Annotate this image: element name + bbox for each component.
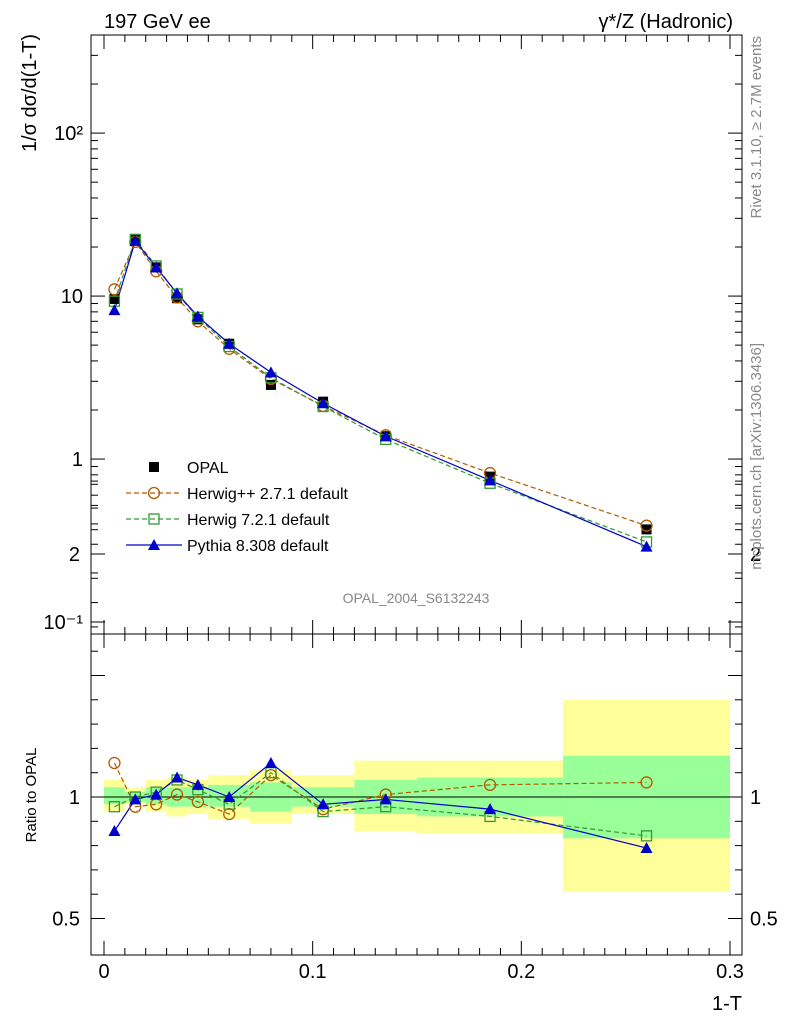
markers [108, 233, 653, 854]
ratio-ylabel: Ratio to OPAL [23, 748, 40, 843]
main-series-3-point-4 [191, 310, 204, 322]
ratio-series-0-point-9 [483, 778, 497, 791]
main-y-tick-label-1: 1 [72, 449, 83, 471]
ratio-series-1-point-0 [108, 801, 121, 813]
ratio-series-2-point-7 [317, 798, 330, 810]
ratio-series-2-point-0 [108, 825, 121, 837]
ratio-series-2-point-5 [223, 791, 236, 802]
header-right: γ*/Z (Hadronic) [599, 11, 733, 33]
main-y-tick-label-2: 10 [61, 286, 83, 308]
legend-marker-2 [148, 513, 160, 525]
legend-marker-1 [147, 486, 161, 500]
ratio-series-0-point-5 [223, 807, 236, 821]
main-series-0-point-0 [109, 293, 120, 304]
ratio-series-2-point-8 [379, 793, 392, 805]
ratio-series-0-point-0 [108, 756, 121, 770]
main-y-tick-label-0: 10⁻¹ [44, 612, 84, 634]
main-series-line-1 [113, 240, 647, 527]
main-series-3-point-1 [129, 234, 142, 246]
x-tick-label-3: 0.3 [716, 961, 744, 983]
main-series-3-point-7 [317, 397, 330, 409]
header-left: 197 GeV ee [104, 11, 211, 33]
ratio-series-0-point-10 [640, 776, 653, 789]
main-series-3-point-9 [484, 474, 497, 486]
main-series-3-point-5 [223, 337, 236, 349]
ratio-xlabel: 1-T [712, 993, 742, 1015]
ratio-series-2-point-9 [484, 803, 497, 815]
main-series-3-point-2 [150, 261, 163, 273]
x-tick-label-2: 0.2 [507, 961, 535, 983]
main-series-3-point-0 [108, 304, 121, 316]
main-ylabel: 1/σ dσ/d(1-T) [19, 34, 41, 152]
legend-label-3: Pythia 8.308 default [187, 538, 329, 555]
legend-label-0: OPAL [187, 460, 229, 477]
legend-marker-3 [148, 539, 160, 550]
legend-label-1: Herwig++ 2.7.1 default [187, 486, 349, 503]
ratio-series-0-point-4 [191, 795, 205, 809]
mcplots-label: mcplots.cern.ch [arXiv:1306.3436] [748, 343, 765, 570]
ratio-series-2-point-1 [129, 793, 142, 805]
ratio-series-2-point-2 [150, 788, 163, 800]
ratio-series-2-point-4 [191, 778, 204, 790]
analysis-watermark: OPAL_2004_S6132243 [343, 590, 490, 606]
ratio-series-2-point-3 [171, 771, 184, 783]
ratio-y-tick-label-left-0: 0.5 [52, 909, 80, 931]
ratio-y-tick-label-right-0: 0.5 [750, 909, 778, 931]
ratio-series-2-point-10 [640, 842, 653, 854]
main-series-0-point-10 [641, 524, 652, 535]
x-tick-label-1: 0.1 [299, 961, 327, 983]
ratio-y-tick-label-right-1: 1 [750, 787, 761, 809]
main-series-3-point-8 [379, 430, 392, 442]
ticks: 0 0.1 0.2 0.3 10⁻¹ 1 10 10² 0.5 0.5 1 1 2 2 [44, 34, 778, 983]
ratio-series-1-point-10 [640, 830, 653, 842]
main-series-3-point-6 [264, 366, 277, 378]
main-series-3-point-10 [640, 540, 653, 552]
x-tick-label-0: 0 [98, 961, 109, 983]
main-y-tick-label-3: 10² [54, 123, 83, 145]
main-series-3-point-3 [171, 287, 184, 299]
rivet-label: Rivet 3.1.10, ≥ 2.7M events [748, 36, 765, 219]
green-band-0 [104, 787, 125, 805]
ratio-series-0-point-3 [170, 788, 184, 801]
ratio-y-tick-label-left-1: 1 [69, 787, 80, 809]
ratio-y-tick-label-left-2: 2 [69, 544, 80, 566]
ratio-series-line-0 [113, 762, 647, 815]
ratio-series-2-point-6 [264, 756, 277, 768]
ratio-bands [91, 699, 742, 892]
legend-label-2: Herwig 7.2.1 default [187, 512, 330, 529]
legend: OPAL Herwig++ 2.7.1 default Herwig 7.2.1 d… [126, 460, 349, 555]
legend-marker-0 [149, 462, 159, 472]
main-series-1-point-0 [108, 283, 121, 296]
ratio-y-tick-label-right-2: 2 [750, 544, 761, 566]
main-series-1-point-10 [640, 519, 653, 532]
